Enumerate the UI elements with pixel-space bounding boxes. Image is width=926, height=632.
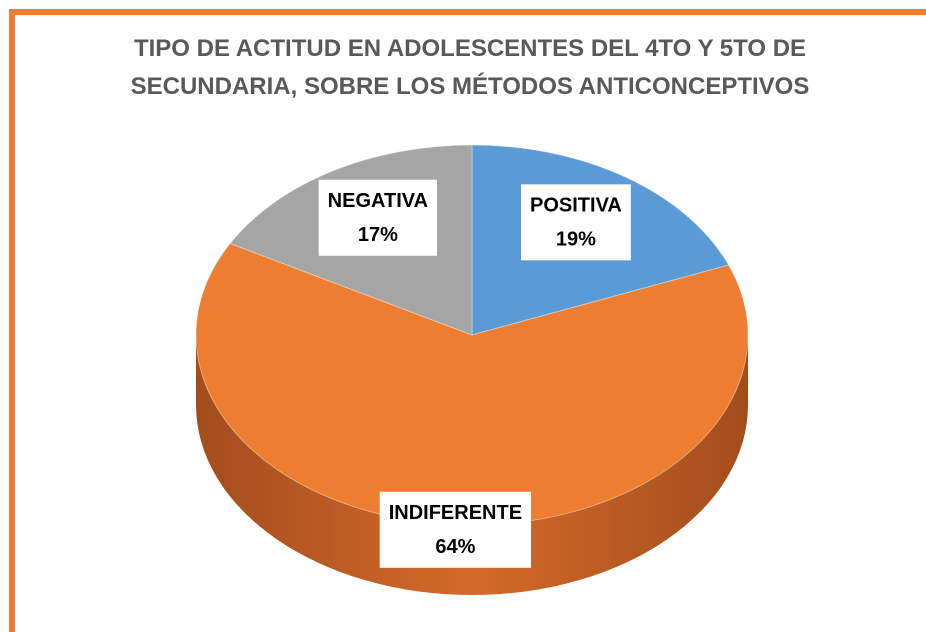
chart-title: TIPO DE ACTITUD EN ADOLESCENTES DEL 4TO … <box>130 35 810 100</box>
data-label: NEGATIVA 17% <box>318 179 438 256</box>
slice-side <box>196 335 748 595</box>
label-box <box>379 491 532 568</box>
value-label: 64% <box>435 536 475 558</box>
labels: POSITIVA 19% INDIFERENTE 64% NEGATIVA 17% <box>318 179 631 568</box>
category-label: POSITIVA <box>530 195 622 217</box>
frame-top <box>9 9 926 15</box>
label-box <box>521 184 631 261</box>
value-label: 19% <box>556 229 596 251</box>
label-box <box>318 179 438 256</box>
data-label: POSITIVA 19% <box>521 184 631 261</box>
frame-left <box>9 9 15 632</box>
data-label: INDIFERENTE 64% <box>379 491 532 568</box>
value-label: 17% <box>358 224 398 246</box>
category-label: NEGATIVA <box>328 190 428 212</box>
category-label: INDIFERENTE <box>389 502 522 524</box>
